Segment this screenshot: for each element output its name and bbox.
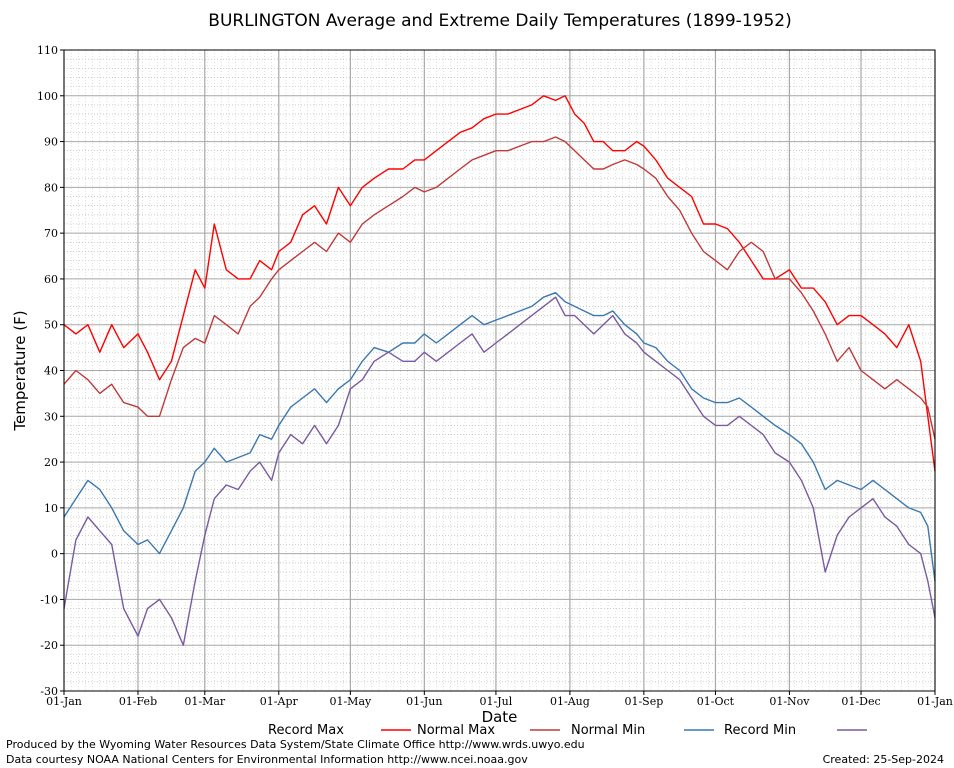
x-tick-label: 01-Jan <box>46 695 82 708</box>
legend-label-normal-min: Normal Min <box>571 723 645 738</box>
x-tick-label: 01-May <box>329 695 372 708</box>
y-tick-label: 10 <box>44 502 58 515</box>
x-axis-label: Date <box>482 708 518 726</box>
y-tick-label: 70 <box>44 227 58 240</box>
legend: Record Max Normal Max Normal Min Record Min <box>268 723 867 738</box>
x-tick-label: 01-Aug <box>550 695 590 708</box>
footer-data-courtesy: Data courtesy NOAA National Centers for … <box>6 753 528 766</box>
x-tick-label: 01-Sep <box>624 695 663 708</box>
y-tick-label: -20 <box>40 639 58 652</box>
footer-created-date: Created: 25-Sep-2024 <box>823 753 944 766</box>
y-tick-label: -10 <box>40 593 58 606</box>
chart-title: BURLINGTON Average and Extreme Daily Tem… <box>208 11 791 31</box>
footer-producer: Produced by the Wyoming Water Resources … <box>6 738 585 751</box>
y-tick-label: 100 <box>37 90 58 103</box>
y-tick-label: 20 <box>44 456 58 469</box>
x-tick-label: 01-Apr <box>260 695 299 708</box>
y-tick-label: 30 <box>44 410 58 423</box>
y-tick-label: -30 <box>40 685 58 698</box>
y-tick-label: 90 <box>44 136 58 149</box>
x-tick-label: 01-Oct <box>697 695 735 708</box>
y-axis-label: Temperature (F) <box>11 310 29 431</box>
x-tick-label: 01-Feb <box>119 695 157 708</box>
x-tick-label: 01-Nov <box>769 695 810 708</box>
y-tick-label: 60 <box>44 273 58 286</box>
x-tick-label: 01-Jun <box>406 695 442 708</box>
y-tick-label: 40 <box>44 365 58 378</box>
y-tick-label: 0 <box>51 548 58 561</box>
y-tick-label: 80 <box>44 181 58 194</box>
x-tick-label: 01-Jul <box>480 695 513 708</box>
x-tick-label: 01-Jan <box>917 695 953 708</box>
series-line-normal-max <box>63 136 936 440</box>
series-line-normal-min <box>63 292 936 582</box>
legend-label-record-min: Record Min <box>724 723 796 738</box>
x-tick-label: 01-Mar <box>184 695 226 708</box>
legend-label-normal-max: Normal Max <box>417 723 495 738</box>
y-tick-label: 110 <box>37 44 58 57</box>
series-line-record-min <box>63 296 936 646</box>
x-tick-label: 01-Dec <box>841 695 880 708</box>
y-tick-label: 50 <box>44 319 58 332</box>
legend-label-record-max: Record Max <box>268 723 344 738</box>
series-line-record-max <box>63 95 936 472</box>
